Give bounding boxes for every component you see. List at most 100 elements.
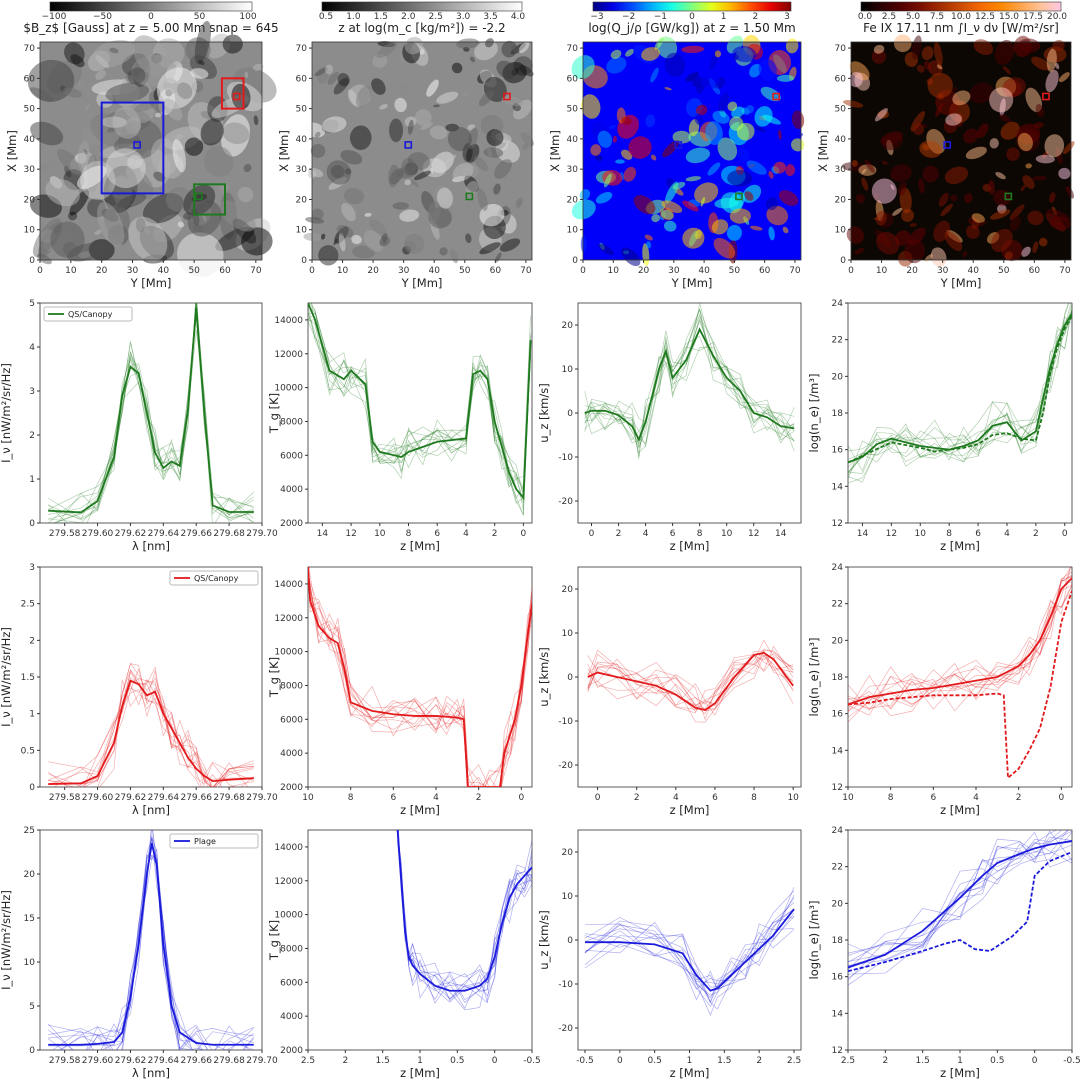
- map-texture-blob: [854, 247, 865, 255]
- x-tick-label: 2: [1016, 793, 1022, 803]
- region-box: [1004, 192, 1013, 201]
- x-tick-label: 1: [687, 1056, 693, 1066]
- map-texture-blob: [1055, 62, 1060, 70]
- map-texture-blob: [349, 125, 372, 150]
- y-tick-label: 12000: [274, 614, 303, 624]
- y-tick-label: 10000: [274, 648, 303, 658]
- x-tick-label: 12: [886, 529, 897, 539]
- y-tick-label: 4000: [280, 1012, 303, 1022]
- x-tick-label: 6: [930, 793, 936, 803]
- ensemble-trace: [308, 579, 532, 787]
- map-texture-blob: [963, 193, 973, 203]
- colorbar-tick-label: 0.0: [858, 12, 873, 22]
- ensemble-trace: [48, 303, 254, 520]
- x-axis-label: z [Mm]: [940, 539, 980, 553]
- map-texture-blob: [861, 177, 869, 191]
- y-tick-label: 12: [832, 783, 843, 793]
- y-tick-label: 70: [835, 44, 847, 54]
- x-tick-label: 0: [518, 793, 524, 803]
- map-texture-blob: [221, 114, 250, 157]
- map-texture-blob: [950, 194, 958, 202]
- map-texture-blob: [451, 62, 463, 74]
- colorbar-tick-label: 1.0: [346, 12, 361, 22]
- map-texture-blob: [63, 87, 83, 98]
- colorbar: [49, 1, 253, 12]
- map-texture-blob: [41, 164, 51, 170]
- ensemble-trace: [848, 571, 1072, 717]
- map-texture-blob: [1031, 56, 1051, 71]
- y-tick-label: 40: [296, 135, 308, 145]
- region-box: [735, 192, 743, 201]
- x-axis-label: Y [Mm]: [671, 276, 713, 290]
- map-texture-blob: [320, 233, 326, 240]
- y-tick-label: 70: [567, 44, 579, 54]
- map-texture-blob: [1049, 192, 1056, 203]
- map-texture-blob: [628, 136, 652, 159]
- x-tick-label: 10: [876, 266, 888, 276]
- y-tick-label: 18: [832, 409, 844, 419]
- map-texture-blob: [646, 241, 652, 249]
- plot-frame: [577, 302, 802, 524]
- x-tick-label: 0: [595, 793, 601, 803]
- ensemble-trace: [848, 832, 1072, 962]
- x-tick-label: 2: [616, 529, 622, 539]
- map-texture-blob: [663, 220, 677, 232]
- legend-label: QS/Canopy: [68, 310, 113, 319]
- x-tick-label: 10: [65, 266, 77, 276]
- x-tick-label: 10: [608, 266, 620, 276]
- y-tick-label: 12: [832, 1046, 843, 1056]
- x-tick-label: 10: [915, 529, 927, 539]
- ensemble-trace: [398, 830, 532, 1009]
- x-tick-label: 279.62: [115, 793, 147, 803]
- y-tick-label: 10: [562, 365, 574, 375]
- map-texture-blob: [645, 114, 656, 128]
- map-frame: [311, 41, 533, 261]
- ensemble-trace: [587, 654, 794, 707]
- x-tick-label: 4: [673, 793, 679, 803]
- map-texture-blob: [177, 232, 224, 277]
- ensemble-trace: [848, 584, 1072, 712]
- line-plot: 10 8 6 4 2 0 2000 4000 6000 8000 10000 12000 14000 z …: [267, 566, 533, 817]
- x-tick-label: 279.70: [246, 793, 278, 803]
- ensemble-trace: [848, 309, 1072, 480]
- ensemble-trace: [848, 830, 1072, 956]
- map-texture-blob: [376, 41, 398, 59]
- plot-frame: [307, 302, 533, 524]
- region-box: [674, 141, 683, 149]
- ensemble-trace: [584, 920, 795, 1007]
- map-texture-blob: [778, 129, 782, 140]
- colorbar-tick-label: 2.0: [401, 12, 416, 22]
- ensemble-trace: [584, 890, 795, 1001]
- map-texture-blob: [486, 147, 493, 160]
- ensemble-trace: [48, 856, 209, 1050]
- y-tick-label: 24: [832, 563, 844, 573]
- y-tick-label: 20: [562, 585, 574, 595]
- map-texture-blob: [749, 63, 762, 78]
- y-tick-label: 60: [296, 74, 308, 84]
- map-texture-blob: [773, 161, 786, 174]
- y-tick-label: 20: [567, 195, 579, 205]
- y-tick-label: -20: [558, 761, 573, 771]
- ensemble-trace: [587, 651, 794, 709]
- ensemble-trace: [308, 313, 531, 504]
- x-tick-label: 50: [729, 266, 741, 276]
- map-texture-blob: [644, 234, 653, 241]
- plot-frame: [39, 829, 263, 1051]
- x-axis-label: z [Mm]: [400, 1066, 440, 1080]
- y-tick-label: -20: [558, 497, 573, 507]
- map-texture-blob: [76, 165, 107, 189]
- map-texture-blob: [518, 41, 530, 54]
- map-texture-blob: [965, 146, 987, 160]
- map-texture-blob: [922, 165, 939, 183]
- ensemble-trace: [584, 341, 795, 454]
- ensemble-trace: [308, 303, 531, 516]
- map-texture-blob: [379, 236, 391, 247]
- x-tick-label: 20: [96, 266, 108, 276]
- map-texture-blob: [952, 90, 971, 106]
- map-texture-blob: [950, 87, 958, 92]
- map-texture-blob: [912, 123, 924, 136]
- map-texture-blob: [936, 64, 943, 70]
- x-tick-label: 10: [842, 793, 854, 803]
- x-tick-label: 8: [946, 529, 952, 539]
